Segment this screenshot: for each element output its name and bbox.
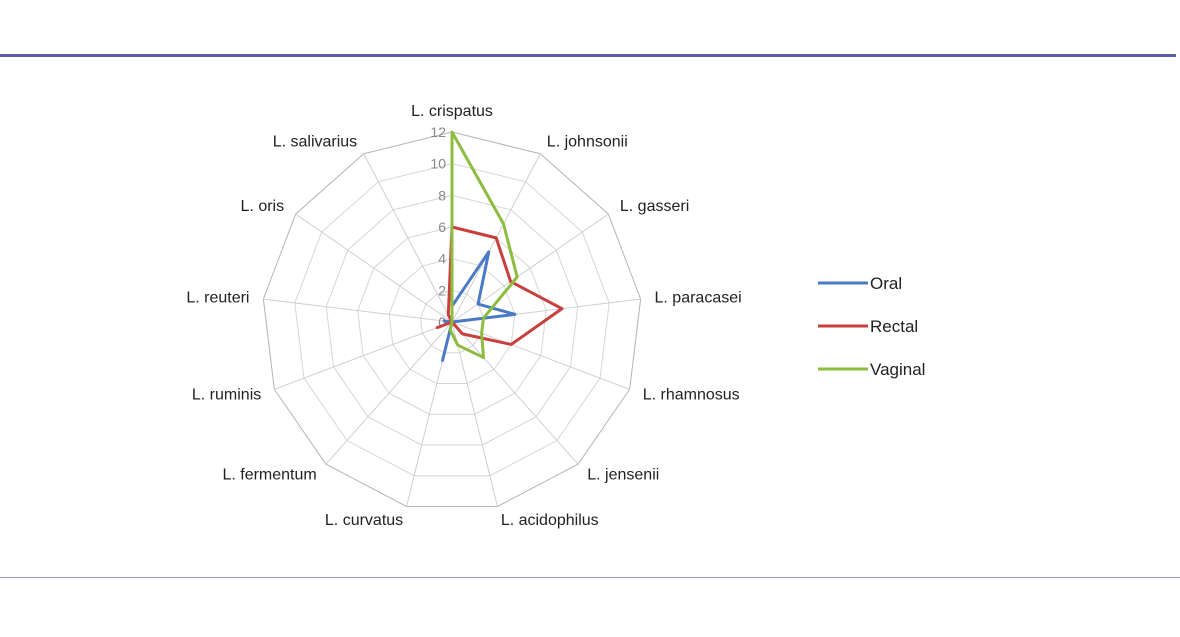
radial-tick-label: 4 (438, 251, 446, 267)
category-label: L. oris (241, 198, 285, 215)
category-label: L. acidophilus (501, 512, 599, 529)
grid-ring (294, 163, 610, 477)
category-label: L. fermentum (222, 467, 316, 484)
category-labels: L. crispatus L. johnsonii L. gasseri L. par… (186, 103, 741, 529)
category-label: L. paracasei (655, 289, 742, 306)
grid-spoke (451, 321, 498, 507)
radial-tick-label: 8 (438, 187, 446, 203)
legend-label-rectal: Rectal (870, 317, 918, 336)
category-label: L. gasseri (620, 198, 689, 215)
radial-tick-label: 0 (438, 314, 446, 330)
bottom-divider (0, 577, 1180, 578)
grid-spoke (451, 321, 579, 465)
radial-tick-label: 12 (430, 124, 446, 140)
category-label: L. curvatus (325, 512, 403, 529)
series-line-vaginal (448, 130, 519, 360)
legend-label-oral: Oral (870, 274, 902, 293)
category-label: L. crispatus (411, 103, 493, 120)
data-series (435, 130, 564, 362)
top-divider (0, 54, 1176, 57)
grid-ring (420, 289, 484, 354)
category-label: L. jensenii (587, 467, 659, 484)
radial-tick-label: 6 (438, 219, 446, 235)
grid-spoke (263, 298, 453, 323)
grid-spoke (274, 321, 453, 390)
grid-spoke (363, 153, 453, 323)
category-label: L. salivarius (273, 133, 357, 150)
category-label: L. ruminis (192, 386, 261, 403)
grid-ring (262, 131, 642, 507)
grid-ring (325, 194, 579, 446)
grid-ring (357, 226, 547, 415)
category-label: L. reuteri (186, 289, 249, 306)
radial-tick-labels: 0 2 4 6 8 10 12 (430, 124, 446, 330)
category-label: L. rhamnosus (643, 386, 740, 403)
radial-tick-label: 2 (438, 282, 446, 298)
legend-label-vaginal: Vaginal (870, 360, 925, 379)
series-line-rectal (435, 225, 564, 346)
grid-spoke (325, 321, 453, 465)
category-label: L. johnsonii (547, 133, 628, 150)
grid-spoke (295, 213, 453, 323)
series-line-oral (441, 250, 517, 362)
radial-tick-label: 10 (430, 156, 446, 172)
legend: Oral Rectal Vaginal (818, 274, 925, 379)
